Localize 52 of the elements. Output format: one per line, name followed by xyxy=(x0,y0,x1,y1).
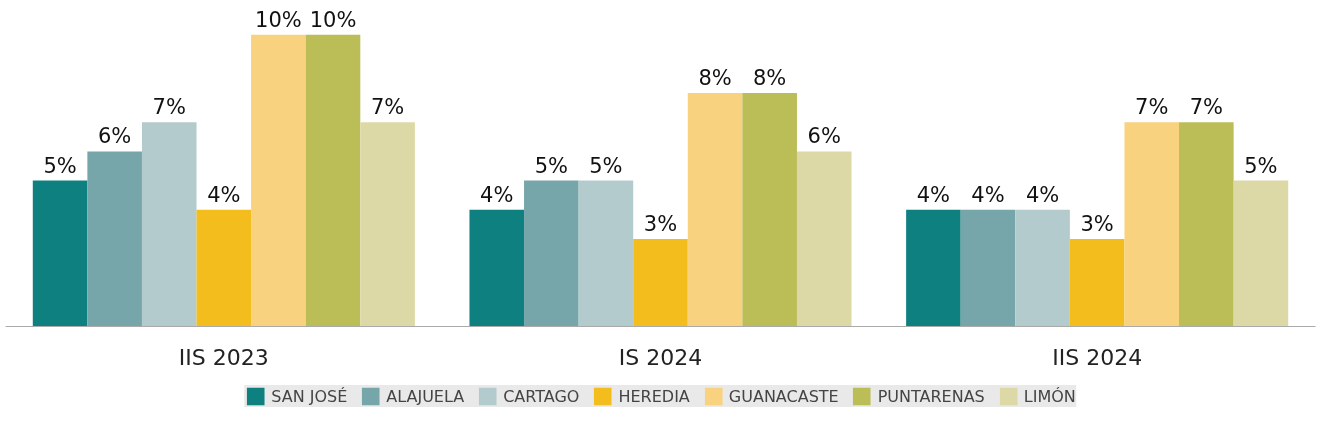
data-label: 7% xyxy=(370,95,405,120)
data-label: 4% xyxy=(971,182,1005,207)
bar xyxy=(1179,122,1234,327)
legend-label: PUNTARENAS xyxy=(877,386,985,406)
data-label: 6% xyxy=(98,124,132,149)
data-label: 4% xyxy=(207,182,241,207)
data-label: 4% xyxy=(480,182,514,207)
bar xyxy=(1124,122,1180,327)
data-label: 6% xyxy=(807,124,841,149)
legend-label: GUANACASTE xyxy=(728,386,839,406)
data-label: 10% xyxy=(255,7,302,32)
bar xyxy=(796,151,852,327)
data-label: 4% xyxy=(1025,182,1060,207)
data-label: 7% xyxy=(1135,95,1169,120)
bar xyxy=(960,209,1016,327)
bar xyxy=(1069,238,1125,327)
bar xyxy=(1015,209,1070,327)
bar xyxy=(906,209,961,327)
legend-label: SAN JOSÉ xyxy=(271,386,348,406)
data-label: 8% xyxy=(698,66,732,91)
data-label: 3% xyxy=(1080,211,1114,236)
bar xyxy=(251,34,306,327)
bar xyxy=(742,93,797,327)
data-label: 5% xyxy=(43,153,77,178)
data-label: 7% xyxy=(1189,95,1223,120)
bar xyxy=(305,34,361,327)
bar xyxy=(32,180,88,327)
bar xyxy=(578,180,634,327)
bar xyxy=(141,122,197,327)
data-label: 8% xyxy=(753,66,787,91)
data-label: 3% xyxy=(643,211,678,236)
x-tick-label: IIS 2023 xyxy=(178,344,269,370)
data-label: 5% xyxy=(1244,153,1278,178)
data-label: 4% xyxy=(916,182,951,207)
legend-label: CARTAGO xyxy=(503,386,580,406)
legend-label: ALAJUELA xyxy=(386,386,465,406)
x-tick-label: IS 2024 xyxy=(618,344,703,370)
bar xyxy=(1233,180,1289,327)
data-label: 5% xyxy=(534,153,568,178)
bar xyxy=(469,209,525,327)
data-label: 10% xyxy=(309,7,357,32)
bar xyxy=(687,93,743,327)
data-label: 5% xyxy=(589,153,623,178)
legend-label: HEREDIA xyxy=(618,386,690,406)
data-label: 7% xyxy=(152,95,186,120)
legend-label: LIMÓN xyxy=(1023,386,1076,406)
bar xyxy=(360,122,415,327)
bar xyxy=(87,151,142,327)
bar xyxy=(633,238,688,327)
bar xyxy=(524,180,579,327)
x-tick-label: IIS 2024 xyxy=(1052,344,1143,370)
bar xyxy=(196,209,252,327)
